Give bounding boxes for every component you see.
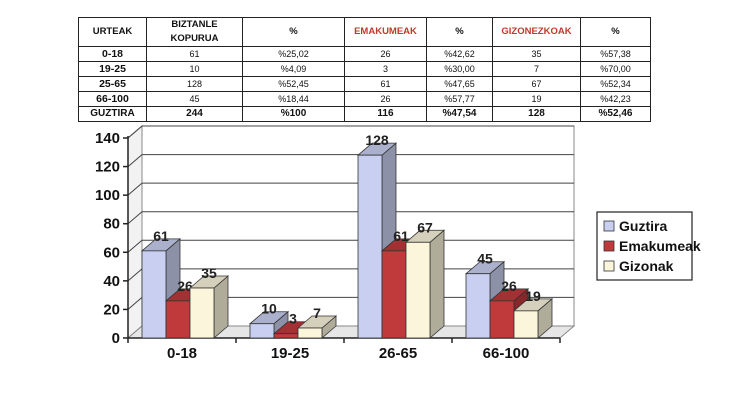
legend-swatch xyxy=(603,240,615,252)
table-row: 19-25 10 %4,09 3 %30,00 7 %70,00 xyxy=(78,61,651,77)
header-percent-men: % xyxy=(580,17,651,47)
gridline xyxy=(127,125,574,139)
y-tick-label: 140 xyxy=(95,130,120,147)
y-tick-label: 100 xyxy=(95,187,120,204)
bar xyxy=(249,323,275,339)
x-tick-label: 26-65 xyxy=(379,345,417,362)
table-cell: %100 xyxy=(242,106,345,122)
table-cell: %47,54 xyxy=(426,106,493,122)
data-label: 26 xyxy=(177,278,193,294)
legend-swatch xyxy=(603,220,615,232)
table-header-row: URTEAK BIZTANLE KOPURUA % EMAKUMEAK % GI… xyxy=(78,17,651,47)
gridline xyxy=(127,154,574,167)
header-emakumeak: EMAKUMEAK xyxy=(344,17,427,47)
data-label: 7 xyxy=(313,305,321,321)
bar xyxy=(297,327,323,339)
y-tick-label: 0 xyxy=(112,330,120,347)
x-tick-label: 0-18 xyxy=(167,345,197,362)
table-cell: 244 xyxy=(146,106,243,122)
data-label: 10 xyxy=(261,301,277,317)
row-label: 66-100 xyxy=(78,91,147,107)
bar xyxy=(513,310,539,339)
table-total-row: GUZTIRA 244 %100 116 %47,54 128 %52,46 xyxy=(78,106,651,122)
data-label: 26 xyxy=(501,278,517,294)
y-tick-label: 60 xyxy=(103,244,120,261)
table-row: 25-65 128 %52,45 61 %47,65 67 %52,34 xyxy=(78,76,651,92)
legend-label: Emakumeak xyxy=(619,238,701,254)
data-label: 61 xyxy=(153,228,169,244)
bar xyxy=(273,333,299,339)
y-tick-label: 80 xyxy=(103,216,120,233)
gridline xyxy=(127,211,574,225)
chart-side-wall xyxy=(127,124,143,340)
data-label: 35 xyxy=(201,265,217,281)
y-tick-label: 20 xyxy=(103,301,120,318)
data-label: 67 xyxy=(417,219,433,235)
bar xyxy=(465,273,491,339)
stats-table: URTEAK BIZTANLE KOPURUA % EMAKUMEAK % GI… xyxy=(78,17,651,122)
data-label: 128 xyxy=(365,132,389,148)
legend-label: Guztira xyxy=(619,218,667,234)
row-label: 0-18 xyxy=(78,46,147,62)
bar xyxy=(381,250,407,339)
x-tick-label: 66-100 xyxy=(483,345,530,362)
data-label: 3 xyxy=(289,311,297,327)
y-tick-label: 40 xyxy=(103,273,120,290)
data-label: 61 xyxy=(393,228,409,244)
bar xyxy=(489,300,515,339)
gridline xyxy=(127,182,574,196)
bar xyxy=(357,154,383,339)
bar xyxy=(405,241,431,339)
data-label: 19 xyxy=(525,288,541,304)
legend-label: Gizonak xyxy=(619,258,674,274)
table-cell: %52,46 xyxy=(580,106,651,122)
table-cell: 128 xyxy=(492,106,581,122)
header-percent-women: % xyxy=(426,17,493,47)
bar xyxy=(141,250,167,339)
bar xyxy=(165,300,191,339)
data-label: 45 xyxy=(477,251,493,267)
legend-swatch xyxy=(603,260,615,272)
table-row: 0-18 61 %25,02 26 %42,62 35 %57,38 xyxy=(78,46,651,62)
x-tick-label: 19-25 xyxy=(271,345,309,362)
bar-side xyxy=(429,229,445,339)
bar xyxy=(189,287,215,339)
y-tick-label: 120 xyxy=(95,159,120,176)
row-label: GUZTIRA xyxy=(78,106,147,122)
